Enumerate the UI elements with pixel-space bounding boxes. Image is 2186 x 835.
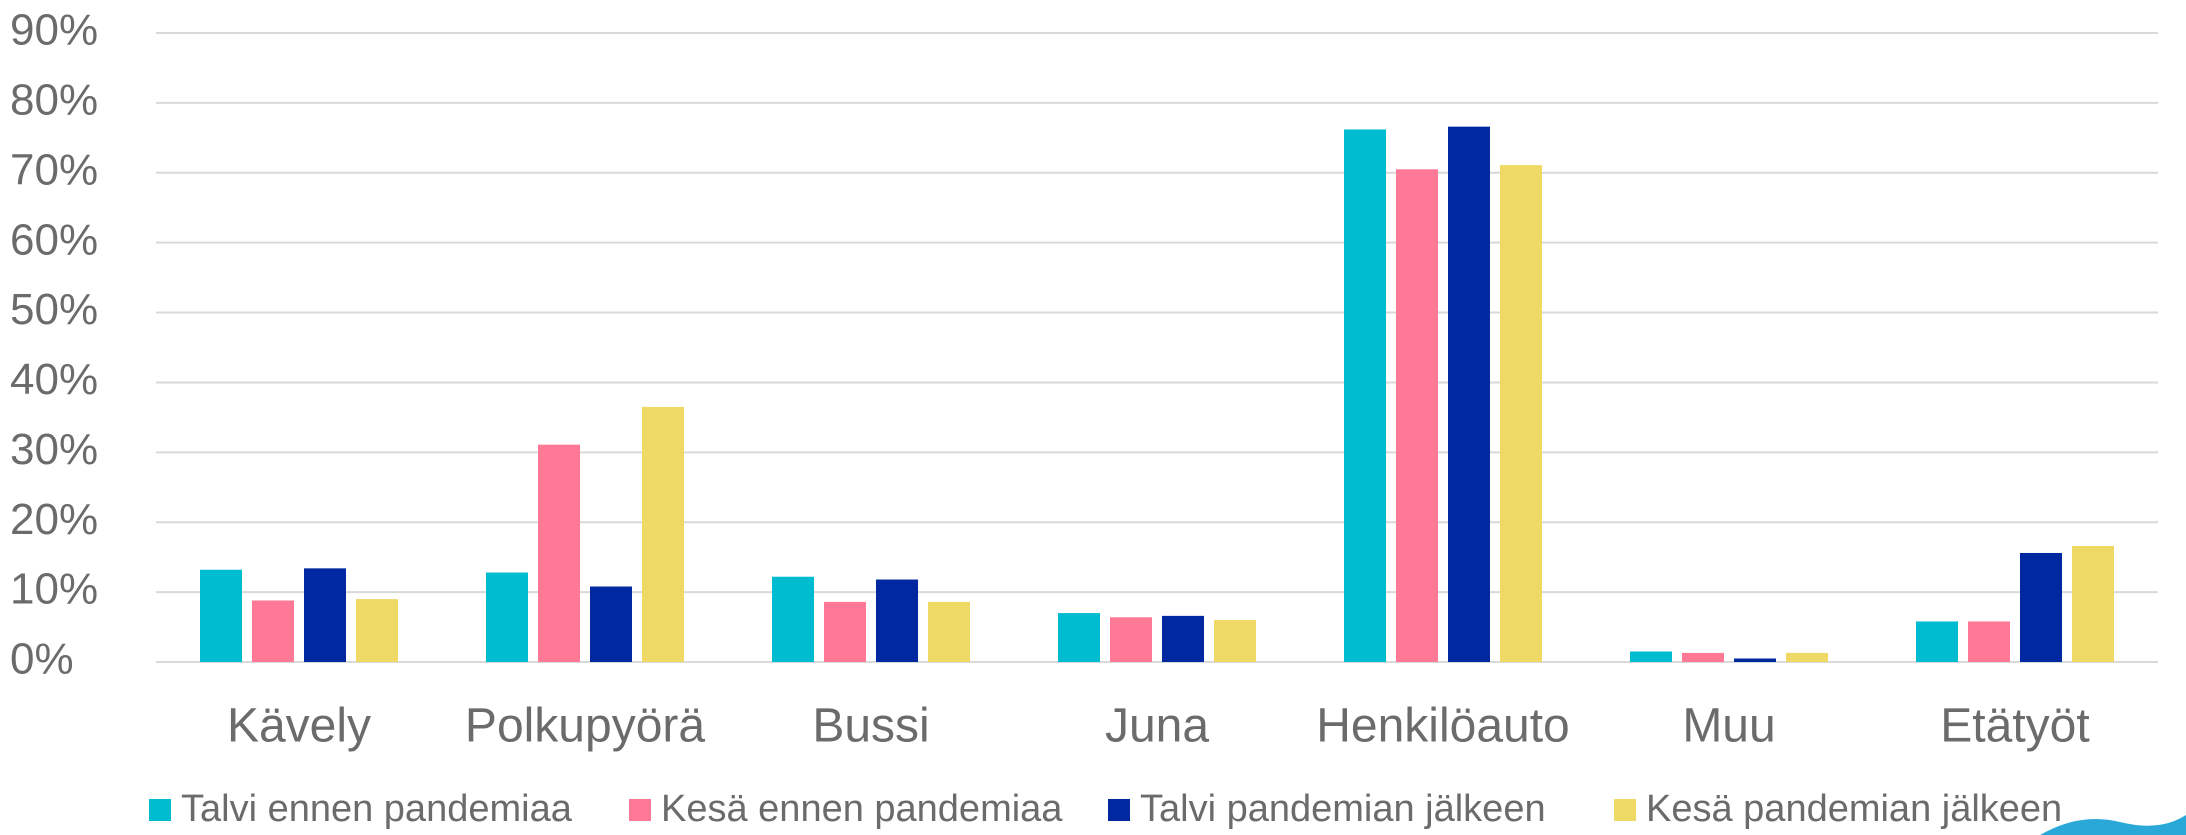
x-tick-label: Muu (1682, 700, 1775, 753)
bar (1162, 616, 1204, 662)
legend-swatch (1614, 799, 1636, 821)
bar (1448, 127, 1490, 662)
bar (1396, 169, 1438, 662)
bar (590, 587, 632, 662)
y-tick-label: 70% (10, 145, 98, 194)
y-tick-label: 60% (10, 215, 98, 264)
bar (252, 600, 294, 662)
x-tick-label: Kävely (227, 700, 371, 753)
y-tick-label: 0% (10, 635, 74, 684)
bar (1630, 652, 1672, 662)
y-tick-label: 90% (10, 6, 98, 55)
bar (304, 568, 346, 662)
bar (486, 573, 528, 662)
bar (2020, 553, 2062, 662)
y-tick-label: 40% (10, 355, 98, 404)
bar (876, 580, 918, 662)
y-tick-label: 80% (10, 76, 98, 125)
bar (1214, 620, 1256, 662)
bar (928, 602, 970, 662)
legend-label: Kesä ennen pandemiaa (661, 788, 1063, 830)
x-tick-label: Henkilöauto (1316, 700, 1570, 753)
bar (356, 599, 398, 662)
bar (1916, 621, 1958, 662)
page: 0% 10% 20% 30% 40% 50% 60% 70% 80% 90% Kävely Polku… (0, 0, 2186, 835)
y-tick-label: 20% (10, 495, 98, 544)
legend-swatch (629, 799, 651, 821)
legend-label: Kesä pandemian jälkeen (1646, 788, 2062, 830)
bar (1786, 653, 1828, 662)
bar (1110, 617, 1152, 662)
y-tick-label: 10% (10, 565, 98, 614)
y-tick-label: 50% (10, 285, 98, 334)
bar (1500, 165, 1542, 662)
legend-swatch (149, 799, 171, 821)
bar (772, 577, 814, 662)
legend-label: Talvi pandemian jälkeen (1140, 788, 1546, 830)
bar (1344, 129, 1386, 662)
bar (538, 445, 580, 662)
bar (1968, 621, 2010, 662)
bar (200, 570, 242, 662)
y-tick-label: 30% (10, 425, 98, 474)
x-tick-label: Bussi (812, 700, 929, 753)
bar (1682, 653, 1724, 662)
bar (824, 602, 866, 662)
bar (1734, 659, 1776, 662)
bar (642, 407, 684, 662)
legend-label: Talvi ennen pandemiaa (181, 788, 573, 830)
bar (2072, 546, 2114, 662)
x-tick-label: Polkupyörä (465, 700, 705, 753)
chart: 0% 10% 20% 30% 40% 50% 60% 70% 80% 90% Kävely Polku… (0, 0, 2186, 835)
bar (1058, 613, 1100, 662)
x-tick-label: Etätyöt (1940, 700, 2089, 753)
legend-swatch (1108, 799, 1130, 821)
x-tick-label: Juna (1105, 700, 1209, 753)
